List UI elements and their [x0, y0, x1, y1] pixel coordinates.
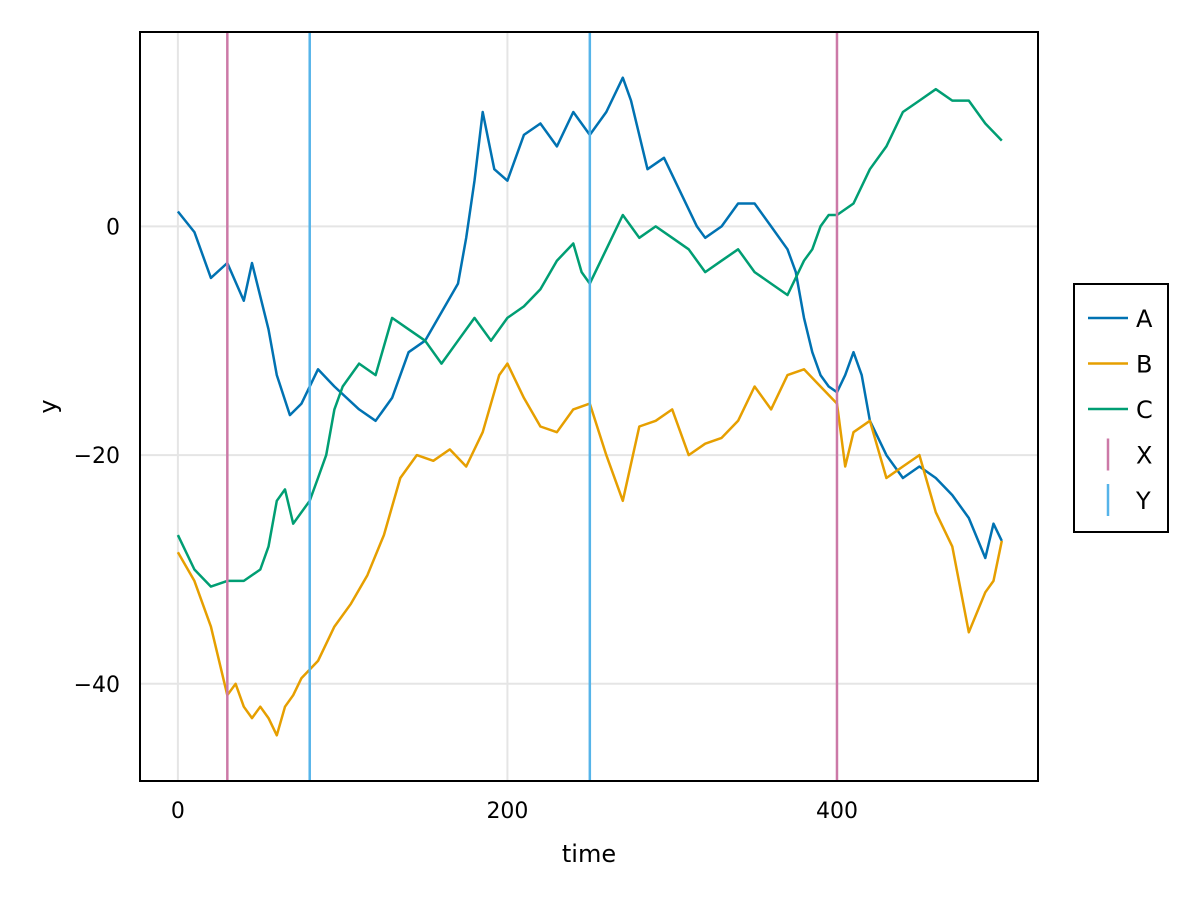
y-tick-label: −40	[74, 673, 120, 698]
x-tick-label: 400	[816, 799, 858, 824]
legend-label-a: A	[1136, 305, 1153, 333]
y-tick-label: 0	[106, 215, 120, 240]
y-axis-label: y	[34, 399, 62, 413]
x-axis: 0 200 400	[171, 799, 858, 824]
x-axis-label: time	[562, 840, 616, 868]
legend-label-x: X	[1136, 442, 1152, 470]
x-tick-label: 200	[486, 799, 528, 824]
x-tick-label: 0	[171, 799, 185, 824]
series-line-b	[176, 362, 1004, 737]
legend-label-c: C	[1136, 396, 1153, 424]
series-line-c	[176, 87, 1003, 588]
series-line-a	[176, 76, 1003, 560]
y-tick-label: −20	[74, 444, 120, 469]
plot-frame	[139, 31, 1039, 782]
legend-label-b: B	[1136, 351, 1152, 379]
legend-label-y: Y	[1135, 487, 1151, 515]
plot-area	[176, 32, 1004, 781]
y-axis: 0 −20 −40	[74, 215, 120, 697]
